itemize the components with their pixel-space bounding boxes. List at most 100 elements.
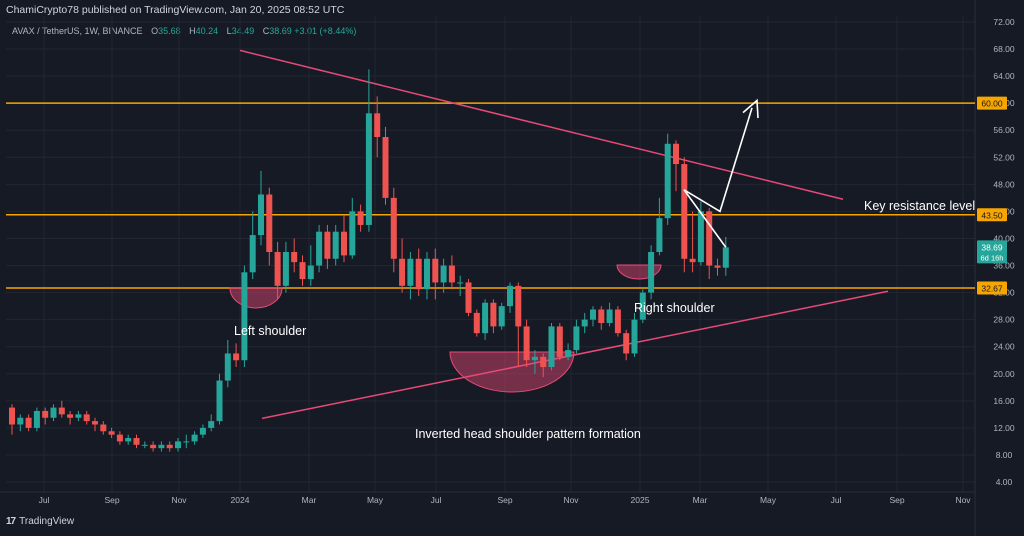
candle-body <box>365 113 372 225</box>
publish-info: ChamiCrypto78 published on TradingView.c… <box>6 4 345 16</box>
candle-body <box>440 265 447 283</box>
y-tick-label: 20.00 <box>993 369 1015 379</box>
candle-body <box>266 194 273 252</box>
candle-body <box>424 258 430 290</box>
ohlc-high-value: 40.24 <box>195 26 219 36</box>
y-tick-label: 68.00 <box>993 44 1015 54</box>
candle-body <box>432 258 439 283</box>
candle-body <box>581 319 588 327</box>
candle-body <box>224 353 231 381</box>
x-tick-label: Mar <box>302 495 317 505</box>
candle-body <box>415 258 422 290</box>
candle-body <box>291 252 298 263</box>
left-shoulder-label: Left shoulder <box>234 324 306 338</box>
candle-body <box>374 113 381 137</box>
candle-body <box>100 424 107 432</box>
candle-body <box>108 431 115 435</box>
ohlc-high-key: H <box>189 26 196 36</box>
ascending-trendline <box>261 290 889 420</box>
candle-body <box>399 258 406 286</box>
x-tick-label: 2024 <box>231 495 250 505</box>
candle-body <box>9 407 15 425</box>
candle-body <box>116 434 123 442</box>
candle-body <box>498 306 505 327</box>
candle-body <box>590 309 596 320</box>
candle-body <box>133 438 140 445</box>
candle-body <box>482 302 489 334</box>
candle-body <box>274 252 281 286</box>
candle-body <box>490 302 497 327</box>
candle-body <box>556 326 563 357</box>
candle-body <box>316 231 323 266</box>
pattern-label: Inverted head shoulder pattern formation <box>415 427 641 441</box>
candle-body <box>673 143 679 165</box>
y-tick-label: 16.00 <box>993 396 1015 406</box>
x-tick-label: Jul <box>431 495 442 505</box>
right-shoulder-arc <box>616 264 662 280</box>
candle-body <box>175 441 181 449</box>
x-tick-label: Nov <box>955 495 971 505</box>
candle-body <box>125 438 132 442</box>
candle-body <box>332 231 339 259</box>
x-tick-label: Sep <box>497 495 512 505</box>
candle-body <box>639 292 646 320</box>
left-shoulder-arc <box>229 287 283 309</box>
candle-body <box>241 272 248 361</box>
y-tick-label: 28.00 <box>993 315 1015 325</box>
candle-body <box>623 333 630 354</box>
level-price-tag <box>977 96 1007 110</box>
candle-body <box>714 265 721 268</box>
symbol-name: AVAX / TetherUS, 1W, BINANCE <box>12 26 143 36</box>
candle-body <box>92 421 98 425</box>
candle-body <box>357 211 364 225</box>
candle-body <box>465 282 472 313</box>
ohlc-low-key: L <box>226 26 232 36</box>
y-tick-label: 4.00 <box>996 477 1013 487</box>
candle-body <box>282 252 289 286</box>
tradingview-logo[interactable]: 17 TradingView <box>6 516 74 527</box>
tradingview-logo-text: TradingView <box>19 516 75 527</box>
x-tick-label: May <box>367 495 384 505</box>
candle-body <box>548 326 555 367</box>
candle-body <box>17 417 24 425</box>
candle-body <box>324 231 331 259</box>
ohlc-low-value: 34.49 <box>231 26 255 36</box>
descending-trendline <box>239 49 844 200</box>
right-shoulder-label: Right shoulder <box>634 301 715 315</box>
candle-body <box>507 285 513 307</box>
candle-body <box>150 444 157 449</box>
candle-body <box>573 326 580 351</box>
candle-body <box>141 444 148 446</box>
projection-path <box>683 107 753 248</box>
candle-body <box>216 380 223 422</box>
candle-body <box>382 137 389 198</box>
level-price-tag <box>977 208 1007 222</box>
level-price-text: 32.67 <box>981 284 1003 294</box>
candle-body <box>540 356 547 367</box>
price-change: +3.01 (+8.44%) <box>294 26 357 36</box>
x-tick-label: Mar <box>693 495 708 505</box>
x-tick-label: May <box>760 495 777 505</box>
last-price-tag <box>977 240 1007 264</box>
tradingview-logo-icon: 17 <box>6 516 16 527</box>
y-tick-label: 52.00 <box>993 152 1015 162</box>
candle-body <box>166 444 173 449</box>
candle-body <box>648 252 655 293</box>
candle-body <box>208 421 215 428</box>
ohlc-open-value: 35.68 <box>158 26 181 36</box>
last-price-text: 38.69 <box>981 242 1003 252</box>
candle-body <box>42 410 49 418</box>
candle-body <box>523 326 530 361</box>
key-resistance-label: Key resistance level <box>864 199 975 213</box>
y-tick-label: 8.00 <box>996 450 1013 460</box>
candle-body <box>631 319 638 354</box>
candle-body <box>681 164 688 259</box>
candle-body <box>531 356 538 361</box>
candle-body <box>390 197 397 259</box>
candle-body <box>341 231 347 256</box>
symbol-info: AVAX / TetherUS, 1W, BINANCE O35.68 H40.… <box>12 26 356 36</box>
y-tick-label: 12.00 <box>993 423 1015 433</box>
candle-body <box>457 282 464 284</box>
candle-body <box>606 309 613 324</box>
